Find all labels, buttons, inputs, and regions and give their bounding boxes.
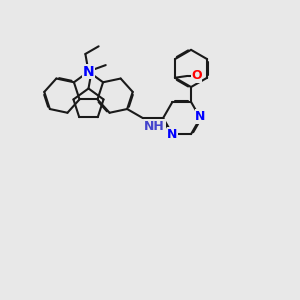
Text: O: O — [191, 69, 202, 82]
Text: N: N — [167, 128, 178, 141]
Text: N: N — [195, 110, 206, 123]
Text: NH: NH — [144, 119, 165, 133]
Text: N: N — [83, 65, 94, 79]
